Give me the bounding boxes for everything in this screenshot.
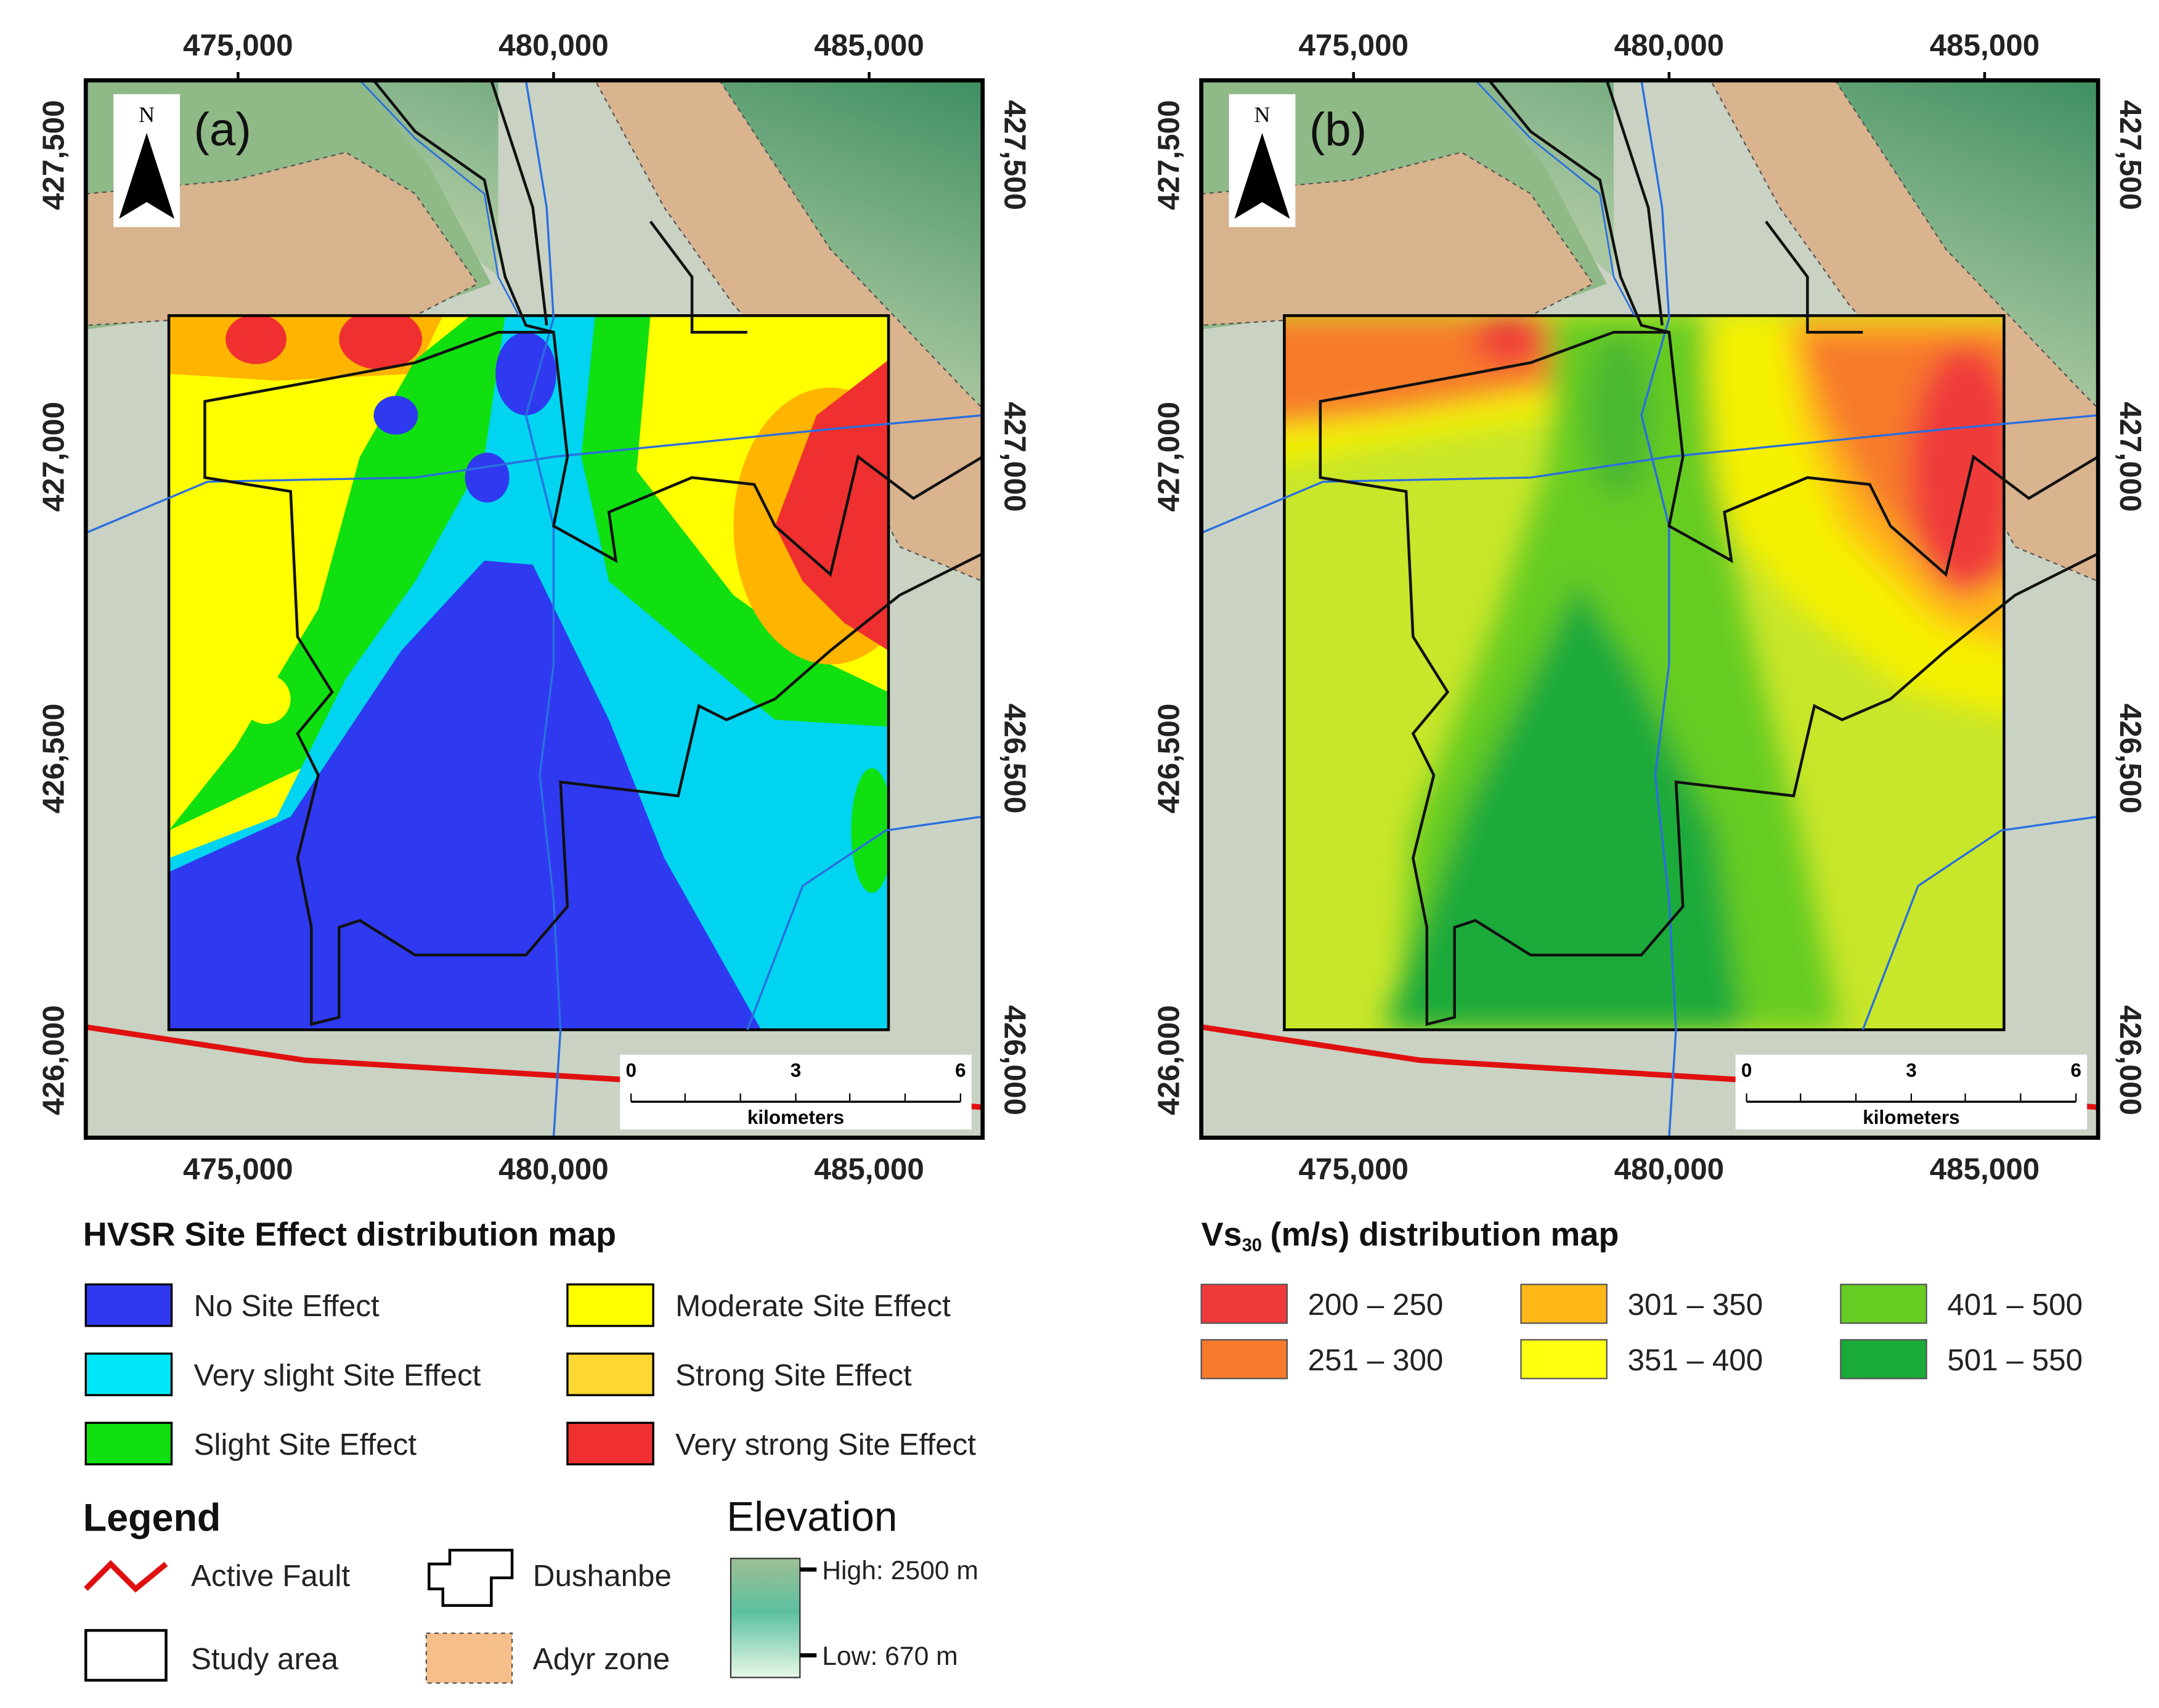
x-tick-label: 485,000 [814, 1152, 924, 1186]
legend-swatch [1840, 1283, 1927, 1324]
legend-a-title: HVSR Site Effect distribution map [83, 1216, 616, 1253]
legends: HVSR Site Effect distribution map Vs30 (m… [83, 1216, 1619, 1684]
x-tick-label: 485,000 [1930, 28, 2040, 62]
y-tick-label: 427,500 [998, 100, 1032, 210]
north-label: N [139, 102, 155, 127]
legend-item: Study area [191, 1642, 338, 1676]
y-tick-label: 427,500 [2113, 100, 2147, 210]
legend-swatch [1840, 1339, 1927, 1380]
legend-label: 301 – 350 [1627, 1288, 1763, 1322]
adyr-icon [425, 1632, 513, 1684]
map-frame [1199, 78, 2100, 1140]
y-tick-label: 426,000 [998, 1005, 1032, 1115]
legend-label: Moderate Site Effect [675, 1289, 951, 1323]
legend-swatch [84, 1352, 173, 1396]
legend-swatch [1200, 1283, 1288, 1324]
y-tick-label: 427,000 [2113, 402, 2147, 512]
x-tick-label: 475,000 [1298, 1152, 1409, 1186]
dushanbe-icon [428, 1548, 514, 1607]
map-b [1201, 80, 2099, 1138]
scale-label: 0 [1741, 1060, 1752, 1081]
north-arrow [119, 132, 175, 219]
map-frame [83, 78, 985, 1140]
elevation-ramp [730, 1558, 801, 1678]
legend-label: 200 – 250 [1308, 1288, 1444, 1322]
legend-label: Slight Site Effect [193, 1428, 417, 1462]
site-effect-zones [169, 315, 889, 1030]
legend-swatch [1520, 1339, 1608, 1380]
x-tick-label: 480,000 [498, 28, 609, 62]
scale-box [1735, 1054, 2088, 1129]
x-tick-label: 480,000 [1614, 1152, 1725, 1186]
legend-item: Adyr zone [533, 1642, 670, 1676]
x-tick-label: 475,000 [183, 1152, 293, 1186]
legend-swatch [566, 1283, 654, 1327]
study-area-icon [84, 1629, 168, 1682]
legend-swatch [84, 1421, 173, 1466]
legend-label: No Site Effect [193, 1289, 379, 1323]
scale-label: 3 [1906, 1060, 1916, 1081]
legend-label: Very strong Site Effect [675, 1428, 976, 1462]
legend-label: 251 – 300 [1308, 1343, 1444, 1377]
scale-label: 0 [626, 1060, 636, 1081]
legend-label: Very slight Site Effect [193, 1359, 481, 1393]
legend-item: Active Fault [191, 1559, 350, 1593]
fault-icon [84, 1560, 168, 1593]
legend-swatch [1520, 1283, 1608, 1324]
legend-swatch [1200, 1339, 1288, 1380]
y-tick-label: 427,500 [1152, 100, 1186, 210]
x-tick-label: 480,000 [498, 1152, 609, 1186]
legend-label: 351 – 400 [1627, 1343, 1763, 1377]
scale-label: 6 [955, 1060, 966, 1081]
y-tick-label: 426,000 [2113, 1005, 2147, 1115]
x-tick-label: 475,000 [1298, 28, 1409, 62]
x-tick-label: 480,000 [1614, 28, 1725, 62]
legend-swatch [84, 1283, 173, 1327]
legend-swatch [566, 1421, 654, 1466]
legend-swatch [566, 1352, 654, 1396]
legend-item: Dushanbe [533, 1559, 672, 1593]
y-tick-label: 427,500 [36, 100, 70, 210]
y-tick-label: 427,000 [998, 402, 1032, 512]
north-label: N [1254, 102, 1271, 127]
legend-b-title: Vs30 (m/s) distribution map [1201, 1216, 1619, 1256]
vs30-zones [1284, 315, 2004, 1030]
y-tick-label: 426,500 [1152, 704, 1186, 814]
north-arrow [1234, 132, 1290, 219]
elevation-low: Low: 670 m [822, 1641, 958, 1671]
elevation-title: Elevation [726, 1494, 897, 1540]
y-tick-label: 427,000 [36, 402, 70, 512]
x-tick-label: 475,000 [183, 28, 293, 62]
y-tick-label: 426,500 [2113, 704, 2147, 814]
scale-unit: kilometers [747, 1107, 844, 1128]
panel-label: (a) [193, 104, 251, 156]
y-tick-label: 427,000 [1152, 402, 1186, 512]
legend-title: Legend [83, 1496, 221, 1539]
y-tick-label: 426,000 [1152, 1005, 1186, 1115]
legend-label: 401 – 500 [1947, 1288, 2083, 1322]
scale-label: 6 [2070, 1060, 2081, 1081]
y-tick-label: 426,000 [36, 1005, 70, 1115]
legend-label: 501 – 550 [1947, 1343, 2083, 1377]
x-tick-label: 485,000 [814, 28, 924, 62]
scale-label: 3 [791, 1060, 801, 1081]
y-tick-label: 426,500 [998, 704, 1032, 814]
elevation-high: High: 2500 m [822, 1556, 978, 1585]
scale-unit: kilometers [1863, 1107, 1959, 1128]
map-a [86, 80, 983, 1138]
x-tick-label: 485,000 [1930, 1152, 2040, 1186]
scale-box [620, 1054, 972, 1129]
legend-label: Strong Site Effect [675, 1359, 912, 1393]
panel-label: (b) [1309, 104, 1367, 156]
y-tick-label: 426,500 [36, 704, 70, 814]
